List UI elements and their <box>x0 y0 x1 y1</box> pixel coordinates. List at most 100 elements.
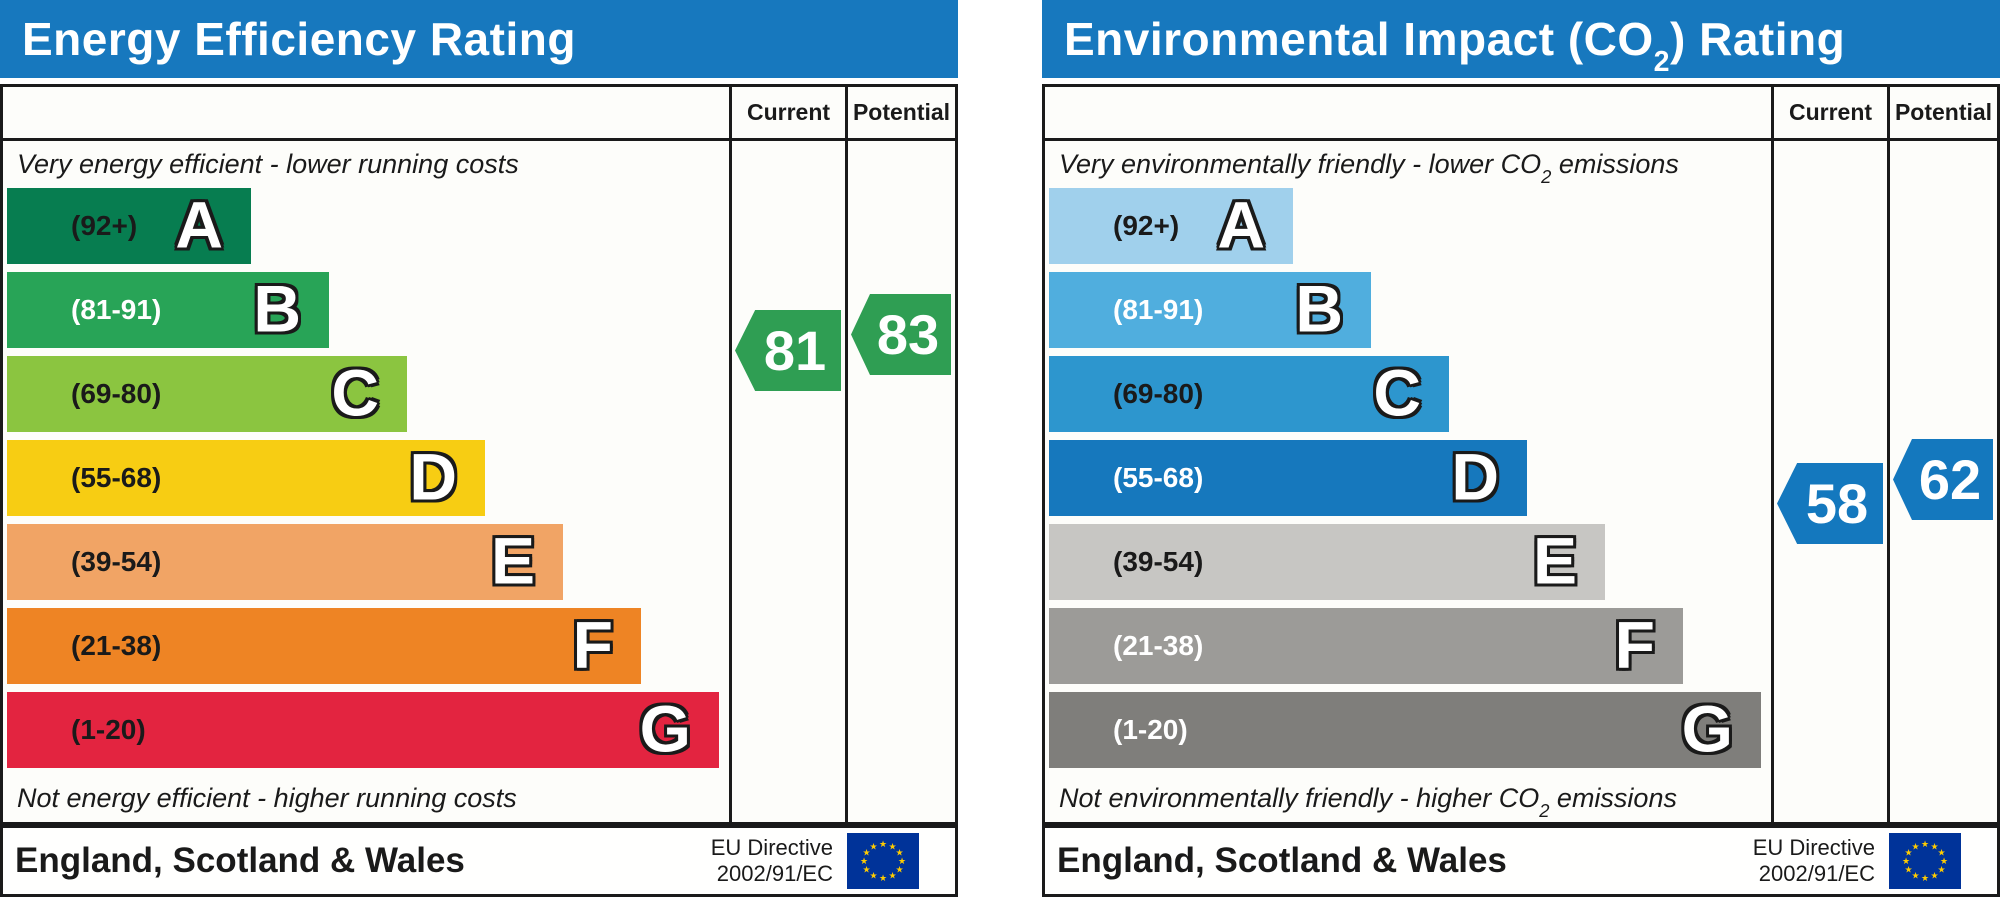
band-a: (92+) A <box>7 188 251 264</box>
column-header-potential: Potential <box>1887 87 1997 138</box>
svg-text:★: ★ <box>1904 848 1912 858</box>
band-range-label: (21-38) <box>1113 630 1204 661</box>
svg-text:★: ★ <box>895 848 903 858</box>
band-bars: (92+) A (81-91) B (69-80) C (55-68) D (39-54… <box>1049 188 1771 776</box>
band-range-label: (55-68) <box>71 462 162 493</box>
svg-text:★: ★ <box>1940 856 1948 866</box>
svg-text:★: ★ <box>1921 839 1929 849</box>
band-letter: B <box>253 271 301 346</box>
panel-energy-efficiency: Energy Efficiency Rating Current Potenti… <box>0 0 958 899</box>
eu-directive-label: EU Directive 2002/91/EC <box>710 835 833 886</box>
band-range-label: (92+) <box>1113 210 1180 241</box>
svg-text:★: ★ <box>1937 865 1945 875</box>
title-text: Environmental Impact (CO2) Rating <box>1064 13 1846 79</box>
co2-rating-table: Current Potential Very environmentally f… <box>1042 84 2000 825</box>
band-range-label: (1-20) <box>1113 714 1188 745</box>
page-title: Environmental Impact (CO2) Rating <box>1042 0 2000 78</box>
band-e: (39-54) E <box>1049 524 1605 600</box>
current-column: 81 <box>729 141 845 822</box>
band-letter: G <box>639 691 691 766</box>
potential-rating-arrow: 83 <box>851 294 951 375</box>
band-letter: F <box>1614 607 1655 682</box>
title-text: Energy Efficiency Rating <box>22 13 576 65</box>
band-d: (55-68) D <box>7 440 485 516</box>
band-range-label: (39-54) <box>1113 546 1204 577</box>
svg-text:★: ★ <box>862 848 870 858</box>
potential-column: 62 <box>1887 141 1997 822</box>
svg-text:★: ★ <box>869 841 877 851</box>
potential-rating-value: 83 <box>876 303 940 366</box>
table-header-row: Current Potential <box>1045 87 1997 141</box>
band-range-label: (81-91) <box>71 294 162 325</box>
band-f: (21-38) F <box>1049 608 1683 684</box>
band-letter: A <box>1217 187 1265 262</box>
current-column: 58 <box>1771 141 1887 822</box>
band-c: (69-80) C <box>1049 356 1449 432</box>
table-header-row: Current Potential <box>3 87 955 141</box>
potential-rating-value: 62 <box>1918 448 1982 511</box>
current-rating-arrow: 58 <box>1777 463 1883 544</box>
band-range-label: (1-20) <box>71 714 146 745</box>
eu-flag-icon: ★ ★★★★★★★★★★★ <box>1889 833 1961 889</box>
band-letter: B <box>1295 271 1343 346</box>
band-letter: E <box>1532 523 1577 598</box>
band-letter: C <box>1373 355 1421 430</box>
band-chart-area: Very environmentally friendly - lower CO… <box>1045 141 1771 822</box>
table-body-row: Very energy efficient - lower running co… <box>3 141 955 822</box>
table-body-row: Very environmentally friendly - lower CO… <box>1045 141 1997 822</box>
energy-rating-table: Current Potential Very energy efficient … <box>0 84 958 825</box>
svg-text:★: ★ <box>862 865 870 875</box>
column-header-current: Current <box>729 87 845 138</box>
footer-region-label: England, Scotland & Wales <box>15 841 465 880</box>
svg-text:★: ★ <box>879 839 887 849</box>
band-b: (81-91) B <box>7 272 329 348</box>
svg-text:★: ★ <box>888 871 896 881</box>
band-f: (21-38) F <box>7 608 641 684</box>
band-letter: F <box>572 607 613 682</box>
header-spacer <box>1045 87 1771 138</box>
band-bars: (92+) A (81-91) B (69-80) C (55-68) D (39-54… <box>7 188 729 776</box>
band-range-label: (69-80) <box>1113 378 1204 409</box>
page-title: Energy Efficiency Rating <box>0 0 958 78</box>
header-spacer <box>3 87 729 138</box>
eu-directive-label: EU Directive 2002/91/EC <box>1752 835 1875 886</box>
svg-text:★: ★ <box>1911 841 1919 851</box>
band-letter: E <box>490 523 535 598</box>
svg-text:★: ★ <box>869 871 877 881</box>
svg-text:★: ★ <box>1911 871 1919 881</box>
potential-rating-arrow: 62 <box>1893 439 1993 520</box>
footer-region-label: England, Scotland & Wales <box>1057 841 1507 880</box>
svg-text:★: ★ <box>860 856 868 866</box>
svg-text:★: ★ <box>888 841 896 851</box>
band-letter: G <box>1681 691 1733 766</box>
bottom-scale-label: Not environmentally friendly - higher CO… <box>1059 782 1677 821</box>
svg-text:★: ★ <box>1904 865 1912 875</box>
band-letter: A <box>175 187 223 262</box>
svg-text:★: ★ <box>1937 848 1945 858</box>
panel-environmental-impact: Environmental Impact (CO2) Rating Curren… <box>1042 0 2000 899</box>
top-scale-label: Very energy efficient - lower running co… <box>17 148 519 179</box>
current-rating-value: 81 <box>763 319 827 382</box>
band-chart-area: Very energy efficient - lower running co… <box>3 141 729 822</box>
band-range-label: (69-80) <box>71 378 162 409</box>
svg-text:★: ★ <box>1930 871 1938 881</box>
svg-text:★: ★ <box>1930 841 1938 851</box>
band-g: (1-20) G <box>7 692 719 768</box>
band-range-label: (81-91) <box>1113 294 1204 325</box>
current-rating-arrow: 81 <box>735 310 841 391</box>
footer-bar: England, Scotland & Wales EU Directive 2… <box>1042 825 2000 897</box>
band-letter: D <box>409 439 457 514</box>
band-a: (92+) A <box>1049 188 1293 264</box>
band-range-label: (92+) <box>71 210 138 241</box>
band-range-label: (55-68) <box>1113 462 1204 493</box>
band-range-label: (39-54) <box>71 546 162 577</box>
svg-text:★: ★ <box>895 865 903 875</box>
column-header-current: Current <box>1771 87 1887 138</box>
svg-text:★: ★ <box>898 856 906 866</box>
top-scale-label: Very environmentally friendly - lower CO… <box>1059 148 1679 187</box>
band-d: (55-68) D <box>1049 440 1527 516</box>
band-c: (69-80) C <box>7 356 407 432</box>
band-letter: C <box>331 355 379 430</box>
band-letter: D <box>1451 439 1499 514</box>
